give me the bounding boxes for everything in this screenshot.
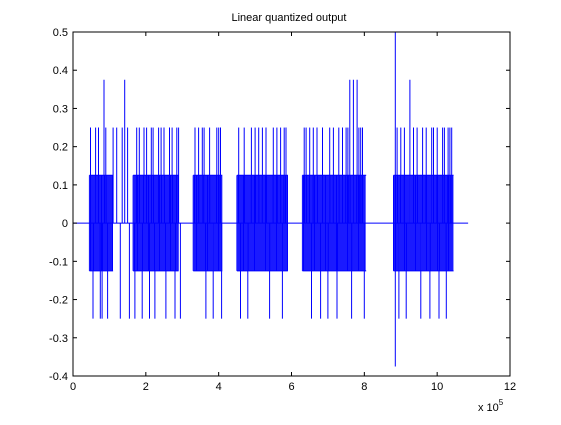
x-tick-label: 4	[216, 381, 222, 393]
y-tick-label: 0.5	[53, 27, 68, 39]
x-tick-label: 0	[70, 381, 76, 393]
chart-title: Linear quantized output	[232, 12, 347, 24]
y-tick-label: -0.4	[49, 371, 68, 383]
signal-line-group	[73, 32, 469, 367]
x-tick-label: 10	[431, 381, 443, 393]
x-multiplier-base: x 10	[478, 402, 499, 414]
y-tick-label: 0	[62, 218, 68, 230]
y-tick-label: -0.1	[49, 256, 68, 268]
x-multiplier-exponent: 5	[499, 398, 504, 407]
x-multiplier-label: x 105	[478, 398, 504, 414]
dense-signal-segment	[132, 174, 179, 272]
y-tick-label: -0.3	[49, 333, 68, 345]
y-tick-label: 0.1	[53, 180, 68, 192]
x-axis-ticks: 0 2 4 6 8 10 12	[70, 32, 516, 393]
y-tick-label: 0.4	[53, 65, 68, 77]
x-tick-label: 8	[361, 381, 367, 393]
y-tick-label: 0.3	[53, 103, 68, 115]
x-tick-label: 12	[504, 381, 516, 393]
y-tick-label: 0.2	[53, 142, 68, 154]
x-tick-label: 6	[288, 381, 294, 393]
x-tick-label: 2	[143, 381, 149, 393]
y-axis-ticks: -0.4 -0.3 -0.2 -0.1 0 0.1 0.2 0.3 0.4 0.5	[49, 27, 510, 383]
y-tick-label: -0.2	[49, 295, 68, 307]
